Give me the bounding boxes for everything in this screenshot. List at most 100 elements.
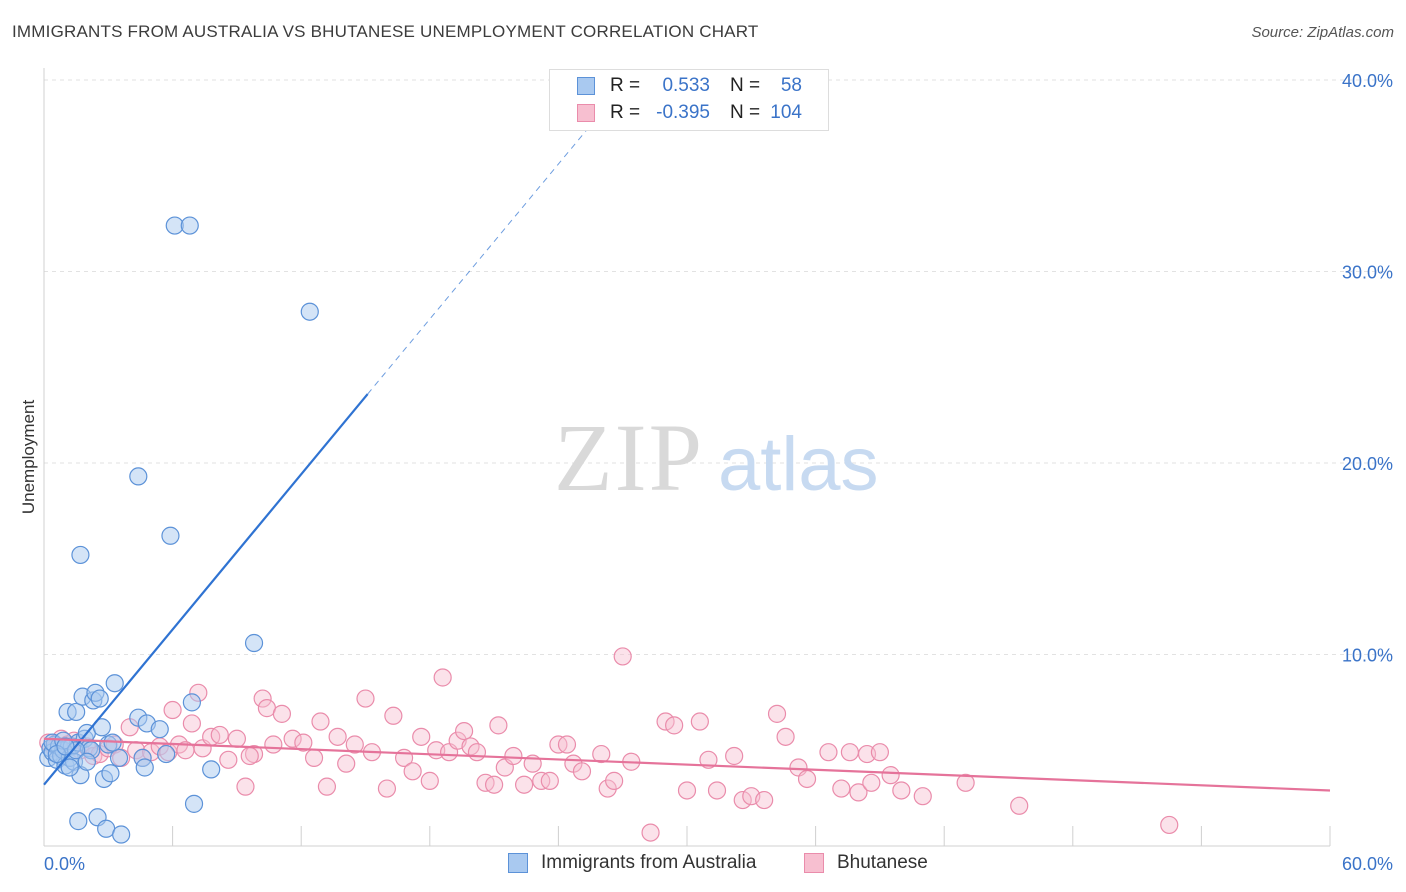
australia-point xyxy=(244,633,264,653)
bhutanese-point xyxy=(862,773,881,792)
australia-point xyxy=(101,764,120,783)
legend-swatch-australia xyxy=(577,77,595,95)
axis-layer xyxy=(43,68,1331,847)
australia-point xyxy=(105,674,124,693)
bhutanese-point xyxy=(345,735,364,754)
australia-point xyxy=(67,702,86,722)
bhutanese-point xyxy=(572,762,592,781)
bhutanese-point xyxy=(210,725,229,745)
bhutanese-point xyxy=(515,775,534,794)
legend-r-label: R = xyxy=(610,75,641,96)
bhutanese-point xyxy=(163,700,182,720)
australia-point xyxy=(157,744,176,764)
bhutanese-point xyxy=(849,783,868,802)
y-tick-label: 30.0% xyxy=(1342,263,1393,283)
bhutanese-point xyxy=(283,729,302,748)
legend-swatch-bhutanese xyxy=(804,853,824,873)
bhutanese-point xyxy=(294,733,313,752)
australia-point xyxy=(92,718,111,737)
bhutanese-point xyxy=(264,735,283,754)
bhutanese-point xyxy=(317,777,337,796)
legend-swatch-australia xyxy=(508,853,528,873)
australia-point xyxy=(112,825,131,844)
watermark: ZIP atlas xyxy=(554,404,879,511)
bhutanese-point xyxy=(665,716,684,735)
bhutanese-point xyxy=(656,712,675,731)
australia-point xyxy=(202,760,221,779)
legend-r-value: -0.395 xyxy=(656,102,710,123)
australia-point xyxy=(77,752,96,771)
bhutanese-point xyxy=(956,773,975,792)
australia-point xyxy=(56,737,75,756)
australia-point xyxy=(184,794,204,813)
legend-r-label: R = xyxy=(610,102,641,123)
australia-point xyxy=(135,758,154,777)
bhutanese-point xyxy=(253,689,272,708)
bhutanese-trend-line xyxy=(43,737,1331,792)
bhutanese-point xyxy=(384,706,403,725)
bhutanese-point xyxy=(236,777,255,796)
x-tick-label: 0.0% xyxy=(44,854,85,874)
bhutanese-point xyxy=(403,762,422,781)
australia-point xyxy=(180,216,199,235)
watermark-zip: ZIP xyxy=(554,404,704,511)
australia-point xyxy=(109,748,129,768)
legend-n-label: N = xyxy=(730,75,761,96)
australia-trend-extension xyxy=(367,127,589,395)
bhutanese-point xyxy=(605,771,624,790)
bhutanese-point xyxy=(454,721,474,741)
australia-point xyxy=(182,693,201,712)
legend-swatch-bhutanese xyxy=(577,104,595,122)
australia-point xyxy=(300,302,319,321)
australia-point xyxy=(60,758,79,777)
australia-point xyxy=(90,689,109,708)
bhutanese-point xyxy=(832,779,851,798)
bhutanese-point xyxy=(870,743,890,762)
legend-n-label: N = xyxy=(730,102,761,123)
bhutanese-point xyxy=(881,766,900,785)
bhutanese-point xyxy=(699,750,718,769)
y-axis-label: Unemployment xyxy=(19,400,38,515)
australia-trend-line xyxy=(43,393,369,786)
legend-r-value: 0.533 xyxy=(662,75,710,96)
legend-row-bhutanese: R = -0.395 N = 104 xyxy=(550,101,828,127)
bhutanese-point xyxy=(311,712,330,731)
bhutanese-point xyxy=(467,743,487,762)
bhutanese-points xyxy=(39,647,1179,842)
bhutanese-point xyxy=(304,748,324,768)
australia-points xyxy=(39,216,319,844)
bhutanese-point xyxy=(767,704,787,723)
bhutanese-point xyxy=(725,746,744,766)
bhutanese-point xyxy=(776,727,795,746)
bhutanese-point xyxy=(613,647,632,666)
bhutanese-point xyxy=(182,714,201,733)
bhutanese-point xyxy=(412,727,431,746)
bhutanese-point xyxy=(272,704,292,723)
y-tick-label: 40.0% xyxy=(1342,71,1393,91)
bhutanese-point xyxy=(219,750,238,769)
bhutanese-point xyxy=(1160,815,1179,835)
tick-label-layer: 10.0% 20.0% 30.0% 40.0% 0.0% 60.0% xyxy=(44,71,1393,874)
bhutanese-point xyxy=(240,746,259,766)
legend-n-value: 104 xyxy=(770,102,802,123)
bhutanese-point xyxy=(328,727,347,746)
legend-row-australia: R = 0.533 N = 58 xyxy=(550,74,828,100)
bhutanese-point xyxy=(489,716,508,735)
chart-title: IMMIGRANTS FROM AUSTRALIA VS BHUTANESE U… xyxy=(12,22,759,41)
bhutanese-point xyxy=(913,787,932,806)
bhutanese-point xyxy=(420,771,439,790)
bhutanese-point xyxy=(433,668,452,687)
bhutanese-point xyxy=(840,743,859,762)
y-tick-label: 20.0% xyxy=(1342,454,1393,474)
legend-label-australia: Immigrants from Australia xyxy=(541,852,757,873)
bhutanese-point xyxy=(485,775,504,794)
bhutanese-point xyxy=(690,712,709,731)
source-label: Source: ZipAtlas.com xyxy=(1251,24,1394,41)
bhutanese-point xyxy=(1010,796,1029,815)
bhutanese-point xyxy=(337,754,356,773)
trend-layer xyxy=(43,127,1331,792)
bhutanese-point xyxy=(755,790,774,810)
bhutanese-point xyxy=(227,729,246,748)
y-tick-label: 10.0% xyxy=(1342,646,1393,666)
